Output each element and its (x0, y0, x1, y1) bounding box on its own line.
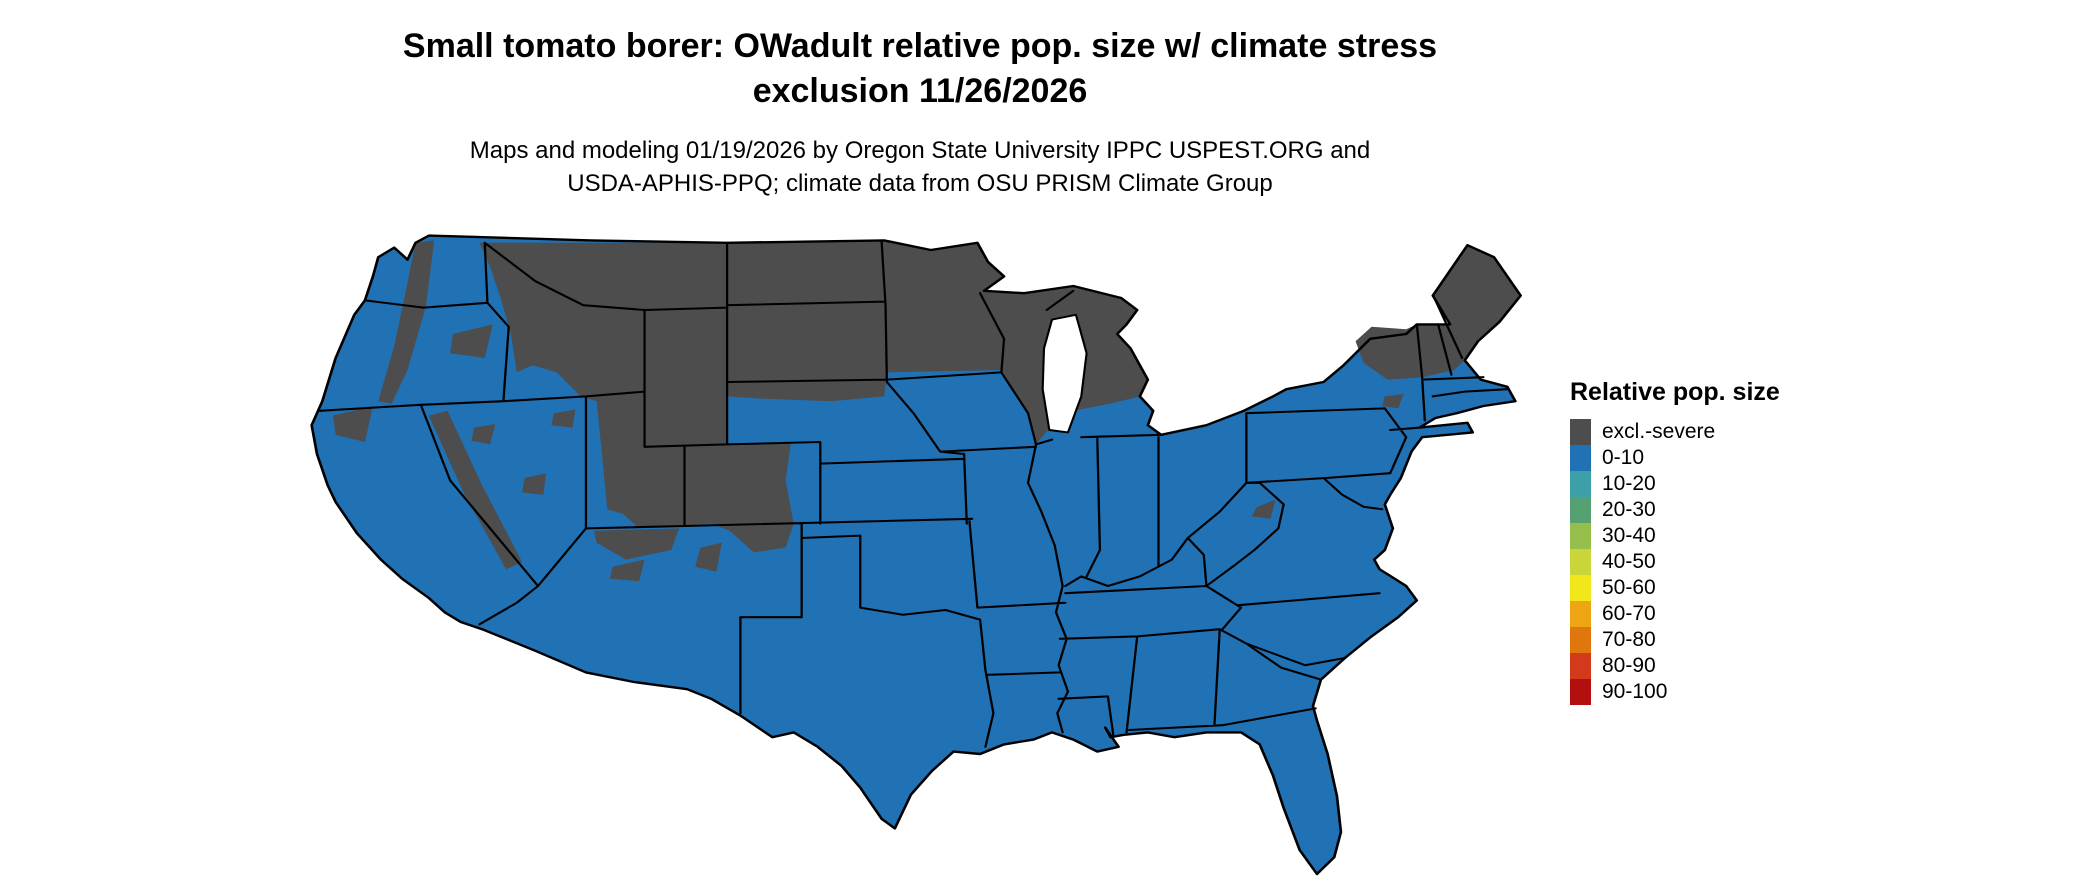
legend-entry: 90-100 (1570, 679, 1780, 705)
legend-title: Relative pop. size (1570, 378, 1780, 406)
legend-swatch (1570, 471, 1591, 497)
legend-label: 10-20 (1602, 472, 1656, 495)
legend-label: 80-90 (1602, 654, 1656, 677)
excluded-klamath (332, 406, 373, 442)
legend-entry: 20-30 (1570, 497, 1780, 523)
legend-label: 0-10 (1602, 446, 1645, 469)
excluded-blue-mountains (450, 324, 493, 358)
excluded-cascades (378, 240, 435, 404)
legend-label: 40-50 (1602, 550, 1656, 573)
us-map (310, 234, 1523, 876)
legend-swatch (1570, 523, 1591, 549)
excluded-northeast (1355, 245, 1521, 380)
legend-entry: 40-50 (1570, 549, 1780, 575)
legend-label: 60-70 (1602, 602, 1656, 625)
legend-swatch (1570, 497, 1591, 523)
state-borders (318, 239, 1509, 748)
legend-swatch (1570, 445, 1591, 471)
legend-entry: 60-70 (1570, 601, 1780, 627)
excluded-new-mexico-patch (695, 542, 722, 572)
map-title-line2: exclusion 11/26/2026 (752, 71, 1088, 110)
excluded-sierra (428, 410, 523, 570)
legend: Relative pop. size excl.-severe 0-10 10-… (1570, 378, 1780, 705)
excluded-appalachians (1251, 499, 1276, 519)
legend-label: 50-60 (1602, 576, 1656, 599)
legend-entry: 10-20 (1570, 471, 1780, 497)
legend-entry: 70-80 (1570, 627, 1780, 653)
legend-swatch (1570, 627, 1591, 653)
legend-label: 90-100 (1602, 680, 1668, 703)
subtitle-block: Maps and modeling 01/19/2026 by Oregon S… (0, 134, 1840, 200)
excluded-nevada-patch-2 (522, 473, 547, 495)
legend-label: 70-80 (1602, 628, 1656, 651)
excluded-catskills (1382, 394, 1404, 409)
excluded-region-overlay (332, 240, 1521, 582)
excluded-nevada-patch-1 (471, 424, 496, 445)
legend-label: 30-40 (1602, 524, 1656, 547)
title-block: Small tomato borer: OWadult relative pop… (0, 24, 1840, 200)
legend-swatch (1570, 575, 1591, 601)
legend-swatch (1570, 679, 1591, 705)
legend-entry: 0-10 (1570, 445, 1780, 471)
map-subtitle-line1: Maps and modeling 01/19/2026 by Oregon S… (469, 136, 1371, 164)
coast-outline (310, 234, 1523, 876)
map-area (305, 226, 1530, 886)
lake-michigan (1041, 313, 1088, 434)
legend-swatch (1570, 601, 1591, 627)
legend-swatch (1570, 653, 1591, 679)
excluded-arizona-plateau (593, 528, 680, 560)
legend-entry: 50-60 (1570, 575, 1780, 601)
legend-entries: excl.-severe 0-10 10-20 20-30 30-40 40-5… (1570, 419, 1780, 705)
excluded-mogollon (609, 559, 645, 582)
map-subtitle-line2: USDA-APHIS-PPQ; climate data from OSU PR… (567, 169, 1273, 197)
legend-entry: 30-40 (1570, 523, 1780, 549)
legend-swatch (1570, 419, 1591, 445)
excluded-north-rockies (479, 240, 1148, 553)
excluded-nevada-patch-3 (551, 409, 576, 428)
legend-entry: excl.-severe (1570, 419, 1780, 445)
legend-entry: 80-90 (1570, 653, 1780, 679)
legend-swatch (1570, 549, 1591, 575)
map-title-line1: Small tomato borer: OWadult relative pop… (402, 27, 1438, 65)
legend-label: excl.-severe (1602, 420, 1716, 443)
legend-label: 20-30 (1602, 498, 1656, 521)
